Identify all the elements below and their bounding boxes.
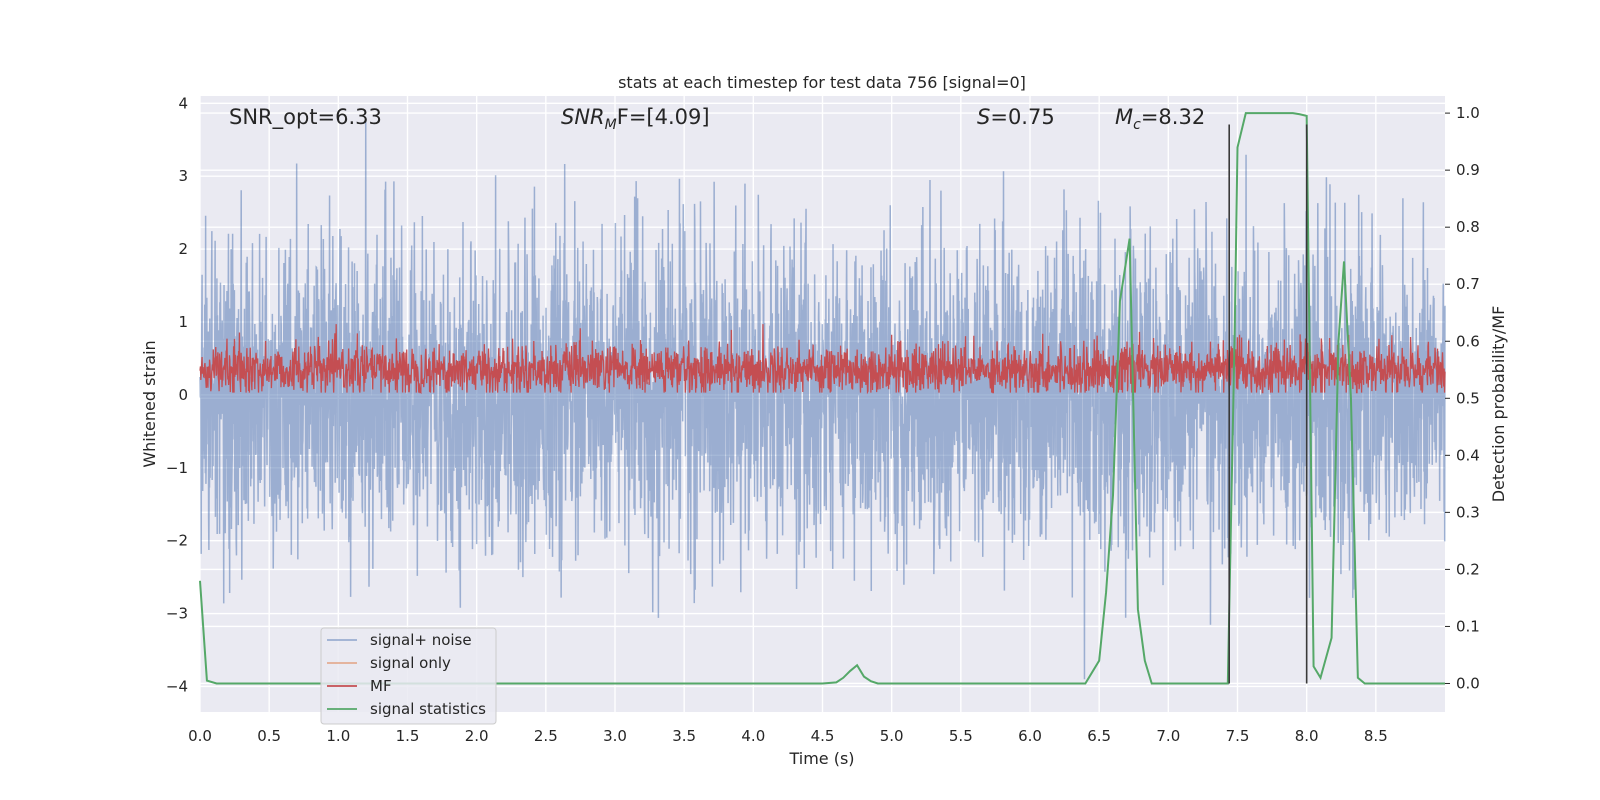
y-right-tick-label: 0.5 [1456, 389, 1480, 407]
y-right-tick-label: 0.9 [1456, 161, 1480, 179]
x-tick-labels: 0.0 0.5 1.0 1.5 2.0 2.5 3.0 3.5 4.0 4.5 5.0 5.5 6.0 6… [188, 727, 1388, 745]
annotation-s-rest: =0.75 [990, 105, 1054, 129]
y-left-tick-label: 2 [178, 240, 188, 258]
y-right-tick-label: 0.8 [1456, 218, 1480, 236]
y-right-tick-label: 0.3 [1456, 503, 1480, 521]
x-tick-label: 2.0 [465, 727, 489, 745]
x-axis-label: Time (s) [788, 749, 854, 768]
x-tick-label: 8.5 [1364, 727, 1388, 745]
legend-label-noise: signal+ noise [370, 631, 472, 649]
x-tick-label: 0.5 [257, 727, 281, 745]
x-tick-label: 8.0 [1295, 727, 1319, 745]
chart-title: stats at each timestep for test data 756… [618, 73, 1026, 92]
line-mf [199, 324, 1446, 395]
annotation-snr-opt: SNR_opt=6.33 [229, 105, 382, 130]
y-right-tick-label: 0.6 [1456, 332, 1480, 350]
annotation-snr-mf-rest: F=[4.09] [617, 105, 710, 129]
legend-label-mf: MF [370, 677, 392, 695]
y-right-tick-label: 0.1 [1456, 617, 1480, 635]
y-left-tick-label: 3 [178, 167, 188, 185]
series-signal-statistics [199, 112, 1445, 685]
x-tick-label: 6.0 [1018, 727, 1042, 745]
x-tick-label: 0.0 [188, 727, 212, 745]
vertical-markers [1228, 124, 1308, 684]
x-tick-label: 7.0 [1156, 727, 1180, 745]
annotation-mc-base: M [1115, 105, 1133, 129]
x-tick-label: 4.5 [811, 727, 835, 745]
x-tick-label: 3.5 [672, 727, 696, 745]
x-tick-label: 4.0 [741, 727, 765, 745]
annotation-mc: Mc=8.32 [1115, 105, 1205, 133]
annotation-s-base: S [977, 105, 990, 129]
y-left-tick-label: 4 [178, 94, 188, 112]
y-left-tick-label: −1 [166, 459, 188, 477]
x-tick-label: 7.5 [1226, 727, 1250, 745]
y-left-axis-label: Whitened strain [140, 340, 159, 467]
y-left-tick-labels: 4 3 2 1 0 −1 −2 −3 −4 [166, 94, 188, 695]
annotation-s: S=0.75 [977, 105, 1055, 129]
legend-label-signal-only: signal only [370, 654, 451, 672]
annotation-snr-mf: SNRMF=[4.09] [561, 105, 710, 133]
x-tick-label: 3.0 [603, 727, 627, 745]
y-right-tick-labels: 1.0 0.9 0.8 0.7 0.6 0.5 0.4 0.3 0.2 0.1 0.0 [1445, 104, 1480, 692]
y-right-tick-label: 0.4 [1456, 446, 1480, 464]
legend-box [320, 627, 497, 725]
y-left-tick-label: −2 [166, 532, 188, 550]
y-right-tick-label: 1.0 [1456, 104, 1480, 122]
x-tick-label: 6.5 [1087, 727, 1111, 745]
y-right-tick-label: 0.7 [1456, 275, 1480, 293]
annotation-mc-rest: =8.32 [1141, 105, 1205, 129]
y-left-tick-label: −4 [166, 677, 188, 695]
x-tick-label: 1.5 [396, 727, 420, 745]
x-tick-label: 1.0 [326, 727, 350, 745]
x-tick-label: 2.5 [534, 727, 558, 745]
y-left-tick-label: 1 [178, 313, 188, 331]
y-left-tick-label: −3 [166, 605, 188, 623]
legend: signal+ noise signal only MF signal stat… [320, 627, 497, 725]
legend-label-signal-statistics: signal statistics [370, 700, 486, 718]
y-left-tick-label: 0 [178, 386, 188, 404]
line-signal-statistics [199, 112, 1445, 685]
annotation-snr-mf-base: SNR [561, 105, 605, 129]
annotation-snr-mf-sub: M [605, 117, 617, 133]
annotation-mc-sub: c [1133, 117, 1141, 133]
y-right-tick-label: 0.0 [1456, 674, 1480, 692]
series-mf [199, 324, 1446, 395]
y-right-tick-label: 0.2 [1456, 560, 1480, 578]
x-tick-label: 5.0 [880, 727, 904, 745]
y-right-axis-label: Detection probability/MF [1489, 306, 1508, 503]
x-tick-label: 5.5 [949, 727, 973, 745]
